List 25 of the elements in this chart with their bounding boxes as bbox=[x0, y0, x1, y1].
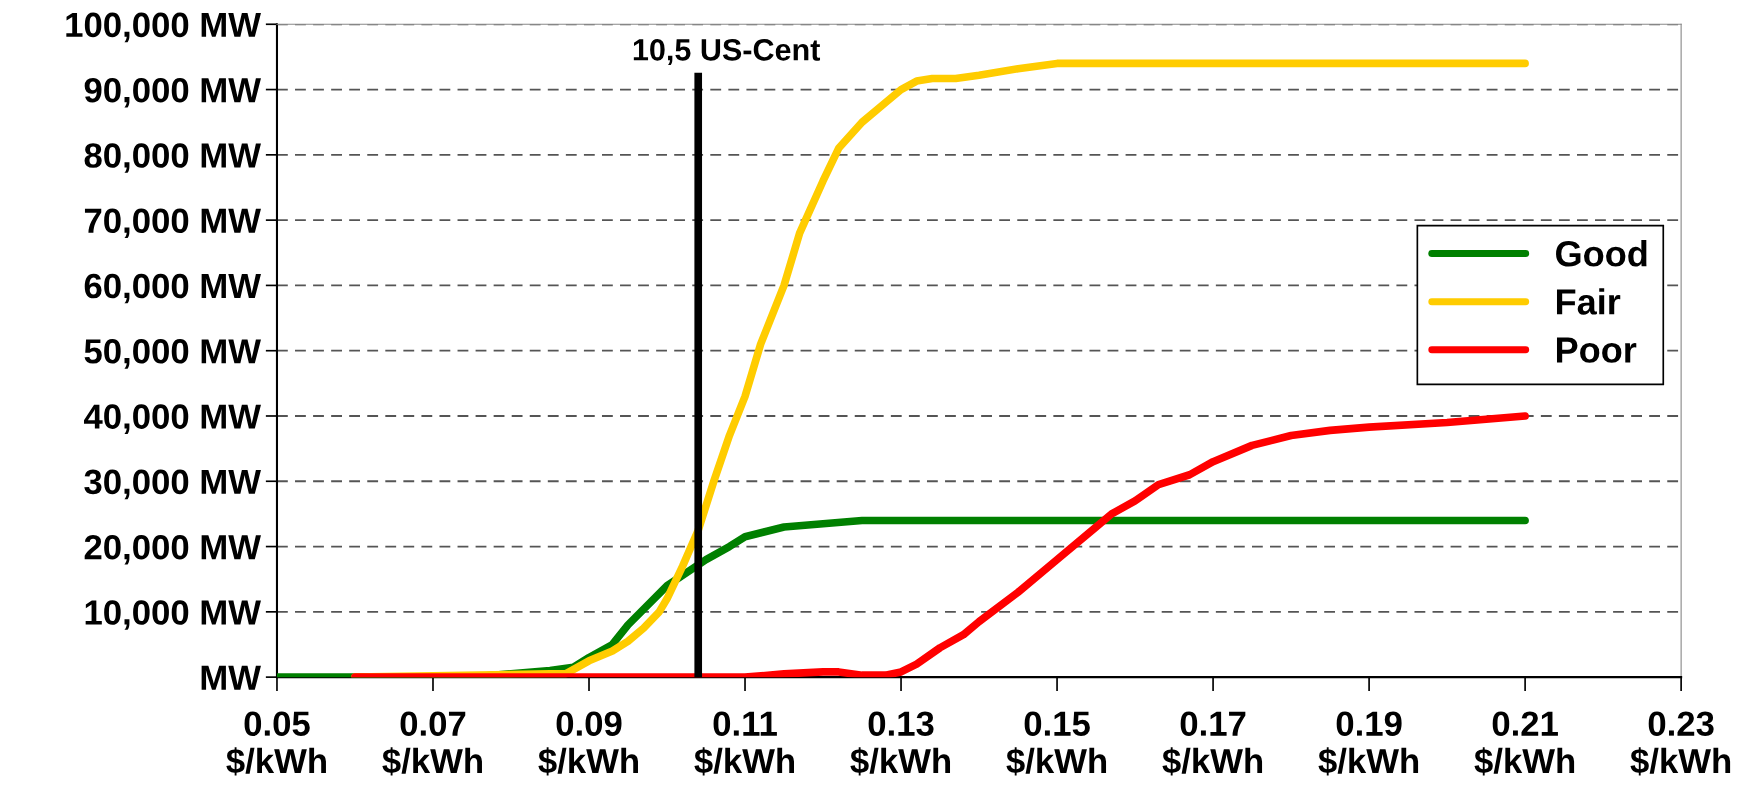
x-tick-label: 0.13 $/kWh bbox=[850, 711, 951, 776]
x-tick-label: 0.05 $/kWh bbox=[226, 711, 326, 776]
y-tick-label: 40,000 MW bbox=[83, 404, 261, 434]
y-tick-label: 70,000 MW bbox=[84, 208, 261, 239]
x-tick-label: 0.19 $/kWh bbox=[1318, 711, 1419, 776]
y-tick-label: 60,000 MW bbox=[84, 273, 261, 304]
y-tick-label: 90,000 MW bbox=[84, 77, 261, 108]
x-tick-label: 0.23 $/kWh bbox=[1630, 711, 1731, 776]
y-tick-label: 50,000 MW bbox=[84, 339, 261, 369]
legend-label: Good bbox=[1556, 240, 1647, 267]
x-tick-label: 0.07 $/kWh bbox=[382, 711, 482, 776]
y-tick-label: 30,000 MW bbox=[84, 469, 261, 500]
legend-label: Poor bbox=[1556, 337, 1637, 363]
y-tick-label: 100,000 MW bbox=[66, 12, 261, 43]
y-tick-label: 80,000 MW bbox=[84, 143, 261, 173]
y-tick-label: MW bbox=[201, 665, 261, 690]
x-tick-label: 0.17 $/kWh bbox=[1162, 711, 1263, 776]
y-tick-label: 20,000 MW bbox=[84, 534, 261, 565]
ref-line-label: 10,5 US-Cent bbox=[633, 39, 821, 66]
x-tick-label: 0.15 $/kWh bbox=[1006, 711, 1107, 776]
x-tick-label: 0.09 $/kWh bbox=[538, 711, 638, 776]
x-tick-label: 0.21 $/kWh bbox=[1474, 711, 1575, 776]
legend-label: Fair bbox=[1556, 288, 1621, 315]
x-tick-label: 0.11 $/kWh bbox=[694, 711, 794, 776]
y-tick-label: 10,000 MW bbox=[85, 600, 261, 630]
